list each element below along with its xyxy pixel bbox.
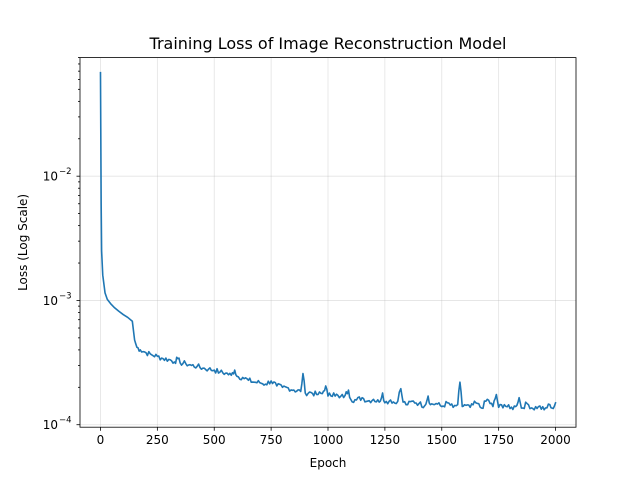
y-tick-label: 10 −2 xyxy=(43,167,72,184)
x-tick-label: 250 xyxy=(146,433,169,447)
x-tick-label: 500 xyxy=(203,433,226,447)
y-tick-exponent: −3 xyxy=(59,291,72,301)
x-tick-label: 1250 xyxy=(370,433,401,447)
x-tick-label: 1500 xyxy=(426,433,457,447)
x-axis-label: Epoch xyxy=(310,456,347,470)
grid-layer xyxy=(80,57,576,428)
y-tick-base: 10 xyxy=(43,418,58,432)
y-tick-base: 10 xyxy=(43,294,58,308)
y-tick-label: 10 −4 xyxy=(43,416,72,433)
loss-series-line xyxy=(99,71,557,411)
series-layer xyxy=(99,71,557,411)
x-tick-label: 0 xyxy=(97,433,105,447)
y-axis-ticks: 10−410−310−2 xyxy=(43,57,80,433)
y-tick-label: 10 −3 xyxy=(43,291,72,308)
x-tick-label: 1750 xyxy=(483,433,514,447)
x-tick-label: 1000 xyxy=(313,433,344,447)
y-tick-exponent: −2 xyxy=(59,167,72,177)
x-tick-label: 750 xyxy=(260,433,283,447)
x-axis-ticks: 0 250 500 750 1000 1250 1500 1750 2000 xyxy=(97,427,571,447)
y-tick-exponent: −4 xyxy=(59,416,72,426)
x-tick-label: 2000 xyxy=(540,433,571,447)
y-tick-base: 10 xyxy=(43,170,58,184)
y-axis-label: Loss (Log Scale) xyxy=(16,194,30,291)
chart-title: Training Loss of Image Reconstruction Mo… xyxy=(149,34,507,53)
